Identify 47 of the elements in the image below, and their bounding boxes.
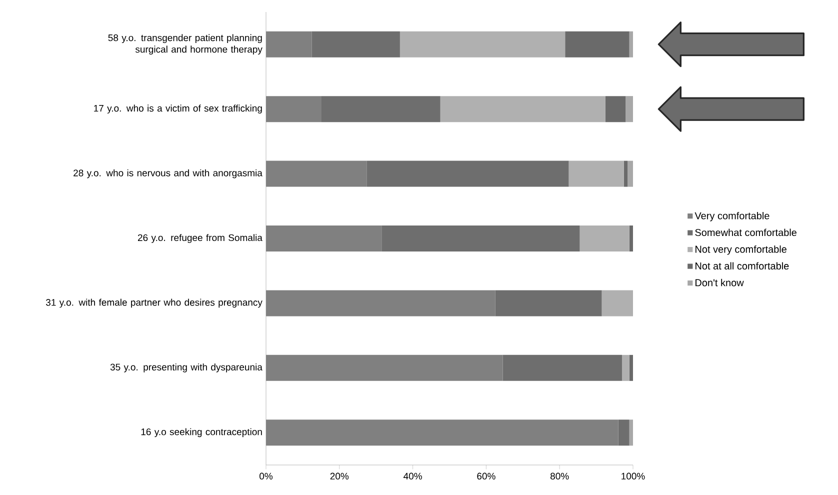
bar [602,290,633,316]
bar [605,96,626,122]
y-tick-label: 26 y.o. refugee from Somalia [138,234,262,243]
y-tick-label: 28 y.o. who is nervous and with anorgasmia [74,169,262,178]
bar [266,420,618,446]
legend-label: Very comfortable [694,212,770,222]
bar [495,290,602,316]
legend-label: Don't know [696,278,744,286]
bar [266,225,382,252]
x-tick-label: 40% [404,472,422,480]
bar [629,31,633,58]
bar [568,160,624,187]
bar [266,354,503,381]
y-tick-label: 16 y.o seeking contraception [141,428,262,438]
legend-label: Not at all comfortable [696,262,789,270]
x-tick-label: 60% [477,472,496,480]
bar [400,31,566,58]
bar [624,160,628,187]
bar [440,96,606,122]
x-tick-label: 0% [260,472,273,480]
bar [618,420,630,446]
bar [321,96,440,122]
bar [266,160,367,187]
y-tick-label: 31 y.o. with female partner who desires pregnancy [46,298,262,308]
y-tick-label: 35 y.o. presenting with dyspareunia [110,363,262,372]
bar [312,31,400,58]
bar [627,160,633,187]
y-tick-label: 58 y.o. transgender patient planning surgical and hormone therapy [108,34,262,55]
bar [629,225,633,252]
bar [266,96,322,122]
bar [382,225,580,252]
bar [366,160,569,187]
bar [502,354,622,381]
bar [266,290,496,316]
legend-label: Somewhat comfortable [695,228,796,236]
bar [266,31,312,58]
bar [629,354,633,381]
legend-label: Not very comfortable [696,245,786,255]
bar [629,420,633,446]
bar [565,31,630,58]
x-tick-label: 80% [550,472,569,480]
bar [622,354,630,381]
y-tick-label: 17 y.o. who is a victim of sex trafficking [94,104,262,114]
x-tick-label: 20% [330,472,349,480]
bar [626,96,633,122]
bar [580,225,630,252]
x-tick-label: 100% [622,472,645,480]
